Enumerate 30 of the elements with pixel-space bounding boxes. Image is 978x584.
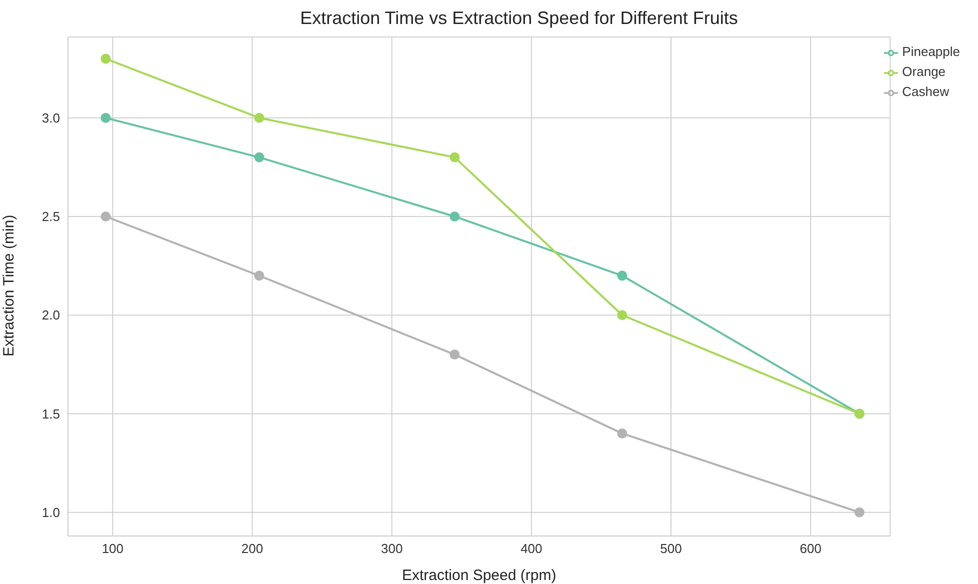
y-tick-label: 2.5 xyxy=(42,209,60,224)
x-tick-label: 100 xyxy=(102,541,124,556)
y-axis-title: Extraction Time (min) xyxy=(0,214,18,356)
point xyxy=(854,507,864,518)
chart-title: Extraction Time vs Extraction Speed for Different Fruits xyxy=(299,8,739,29)
point xyxy=(254,112,264,123)
x-tick-label: 500 xyxy=(660,541,682,556)
y-tick-label: 1.5 xyxy=(42,406,60,422)
point xyxy=(254,270,264,281)
point xyxy=(100,54,111,64)
y-tick-label: 1.0 xyxy=(42,504,60,520)
point xyxy=(450,350,460,360)
point xyxy=(617,310,628,320)
x-tick-label: 600 xyxy=(800,541,822,556)
x-tick-label: 400 xyxy=(520,541,542,556)
legend-label: Pineapple xyxy=(902,44,960,59)
legend-label: Orange xyxy=(902,64,946,79)
point xyxy=(254,152,264,162)
point xyxy=(617,270,628,281)
x-tick-label: 300 xyxy=(380,541,403,556)
y-tick-label: 3.0 xyxy=(42,110,60,126)
point xyxy=(450,211,460,222)
legend-label: Cashew xyxy=(902,84,950,99)
point xyxy=(100,112,111,123)
y-tick-label: 2.0 xyxy=(42,308,60,323)
point xyxy=(100,211,111,222)
x-axis-title: Extraction Speed (rpm) xyxy=(402,567,556,584)
point xyxy=(450,152,460,162)
point xyxy=(617,428,628,438)
x-tick-label: 200 xyxy=(241,541,264,556)
